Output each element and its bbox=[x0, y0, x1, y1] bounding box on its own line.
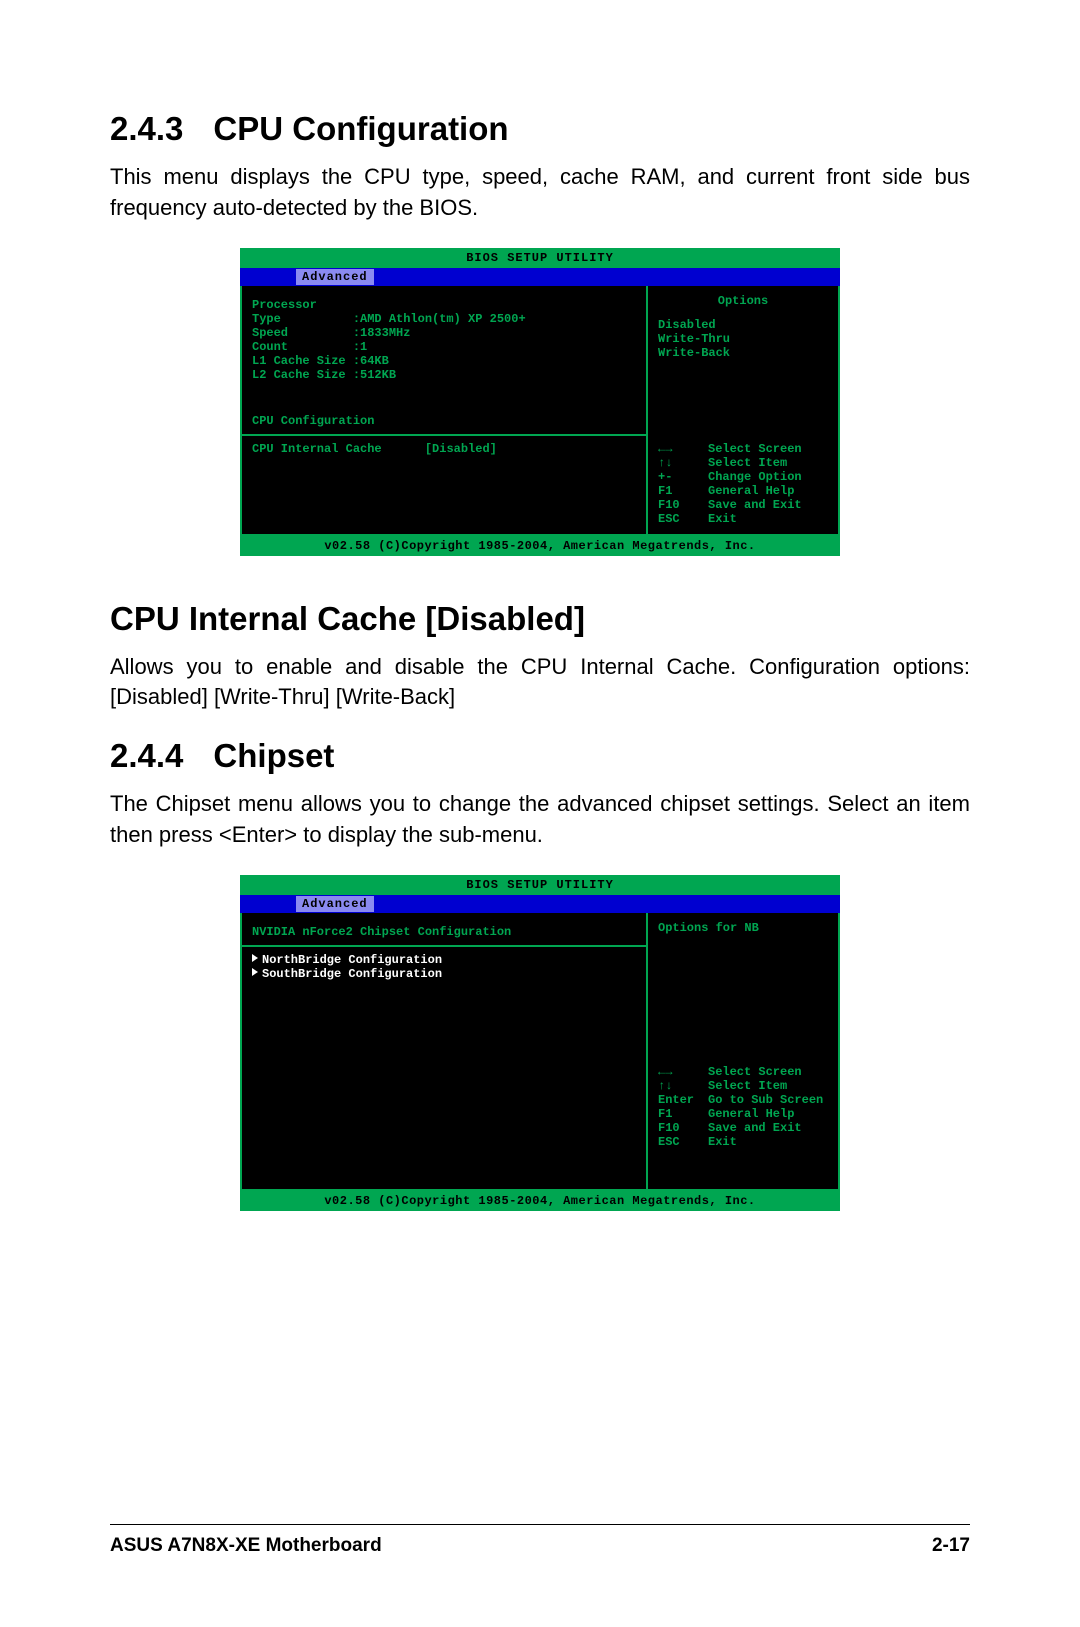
help-key: ↑↓ bbox=[658, 1079, 708, 1093]
submenu-item: NorthBridge Configuration bbox=[252, 953, 636, 967]
options-title: Options for NB bbox=[658, 921, 828, 935]
help-action: General Help bbox=[708, 1107, 794, 1121]
processor-info-row: L1 Cache Size :64KB bbox=[252, 354, 636, 368]
footer-product: ASUS A7N8X-XE Motherboard bbox=[110, 1535, 382, 1557]
help-key: ←→ bbox=[658, 442, 708, 456]
paragraph-cpu-config: This menu displays the CPU type, speed, … bbox=[110, 162, 970, 224]
bios-title: BIOS SETUP UTILITY bbox=[240, 248, 840, 268]
help-key: ESC bbox=[658, 1135, 708, 1149]
help-key: ESC bbox=[658, 512, 708, 526]
help-row: EnterGo to Sub Screen bbox=[658, 1093, 828, 1107]
help-row: F10Save and Exit bbox=[658, 498, 828, 512]
processor-header: Processor bbox=[252, 298, 636, 312]
help-action: Select Screen bbox=[708, 1065, 802, 1079]
help-key: ←→ bbox=[658, 1065, 708, 1079]
bios-tab-advanced: Advanced bbox=[296, 269, 374, 285]
help-key: F10 bbox=[658, 498, 708, 512]
bios-divider bbox=[242, 434, 646, 436]
help-action: General Help bbox=[708, 484, 794, 498]
submenu-item: SouthBridge Configuration bbox=[252, 967, 636, 981]
bios-tabbar: Advanced bbox=[240, 268, 840, 286]
help-row: ←→Select Screen bbox=[658, 442, 828, 456]
help-key: F1 bbox=[658, 1107, 708, 1121]
bios-tabbar: Advanced bbox=[240, 895, 840, 913]
help-row: ←→Select Screen bbox=[658, 1065, 828, 1079]
paragraph-cpu-internal-cache: Allows you to enable and disable the CPU… bbox=[110, 652, 970, 714]
help-key: F10 bbox=[658, 1121, 708, 1135]
help-key: Enter bbox=[658, 1093, 708, 1107]
bios-divider bbox=[242, 945, 646, 947]
bios-screenshot-chipset: BIOS SETUP UTILITY Advanced NVIDIA nForc… bbox=[240, 875, 840, 1211]
processor-info-row: Type :AMD Athlon(tm) XP 2500+ bbox=[252, 312, 636, 326]
help-action: Select Item bbox=[708, 1079, 787, 1093]
help-action: Go to Sub Screen bbox=[708, 1093, 823, 1107]
help-action: Select Item bbox=[708, 456, 787, 470]
help-row: F1General Help bbox=[658, 484, 828, 498]
help-row: ESCExit bbox=[658, 1135, 828, 1149]
help-row: F1General Help bbox=[658, 1107, 828, 1121]
bios-help-keys: ←→Select Screen↑↓Select ItemEnterGo to S… bbox=[658, 1065, 828, 1149]
processor-info-row: Speed :1833MHz bbox=[252, 326, 636, 340]
options-title: Options bbox=[658, 294, 828, 308]
help-action: Exit bbox=[708, 1135, 737, 1149]
help-row: F10Save and Exit bbox=[658, 1121, 828, 1135]
help-action: Change Option bbox=[708, 470, 802, 484]
help-key: F1 bbox=[658, 484, 708, 498]
footer-page-number: 2-17 bbox=[932, 1535, 970, 1557]
chipset-header: NVIDIA nForce2 Chipset Configuration bbox=[252, 925, 636, 939]
heading-title: CPU Configuration bbox=[213, 110, 508, 147]
heading-cpu-internal-cache: CPU Internal Cache [Disabled] bbox=[110, 600, 970, 638]
help-row: +-Change Option bbox=[658, 470, 828, 484]
help-key: ↑↓ bbox=[658, 456, 708, 470]
bios-tab-advanced: Advanced bbox=[296, 896, 374, 912]
help-row: ESCExit bbox=[658, 512, 828, 526]
heading-number: 2.4.4 bbox=[110, 737, 183, 774]
help-row: ↑↓Select Item bbox=[658, 1079, 828, 1093]
help-key: +- bbox=[658, 470, 708, 484]
bios-right-panel: Options DisabledWrite-ThruWrite-Back ←→S… bbox=[648, 286, 838, 534]
heading-number: 2.4.3 bbox=[110, 110, 183, 147]
bios-screenshot-cpu: BIOS SETUP UTILITY Advanced Processor Ty… bbox=[240, 248, 840, 556]
option-item: Disabled bbox=[658, 318, 828, 332]
help-action: Save and Exit bbox=[708, 1121, 802, 1135]
processor-info-row: L2 Cache Size :512KB bbox=[252, 368, 636, 382]
bios-left-panel: NVIDIA nForce2 Chipset Configuration Nor… bbox=[242, 913, 648, 1189]
help-action: Save and Exit bbox=[708, 498, 802, 512]
option-item: Write-Thru bbox=[658, 332, 828, 346]
help-row: ↑↓Select Item bbox=[658, 456, 828, 470]
bios-copyright: v02.58 (C)Copyright 1985-2004, American … bbox=[240, 536, 840, 556]
help-action: Select Screen bbox=[708, 442, 802, 456]
bios-left-panel: Processor Type :AMD Athlon(tm) XP 2500+S… bbox=[242, 286, 648, 534]
option-item: Write-Back bbox=[658, 346, 828, 360]
page-footer: ASUS A7N8X-XE Motherboard 2-17 bbox=[110, 1524, 970, 1557]
processor-info-row: Count :1 bbox=[252, 340, 636, 354]
heading-chipset: 2.4.4 Chipset bbox=[110, 737, 970, 775]
heading-title: Chipset bbox=[213, 737, 334, 774]
heading-cpu-config: 2.4.3 CPU Configuration bbox=[110, 110, 970, 148]
bios-help-keys: ←→Select Screen↑↓Select Item+-Change Opt… bbox=[658, 442, 828, 526]
setting-cpu-internal-cache: CPU Internal Cache [Disabled] bbox=[252, 442, 636, 456]
bios-title: BIOS SETUP UTILITY bbox=[240, 875, 840, 895]
paragraph-chipset: The Chipset menu allows you to change th… bbox=[110, 789, 970, 851]
bios-right-panel: Options for NB ←→Select Screen↑↓Select I… bbox=[648, 913, 838, 1189]
help-action: Exit bbox=[708, 512, 737, 526]
cpu-config-section: CPU Configuration bbox=[252, 414, 636, 428]
bios-copyright: v02.58 (C)Copyright 1985-2004, American … bbox=[240, 1191, 840, 1211]
